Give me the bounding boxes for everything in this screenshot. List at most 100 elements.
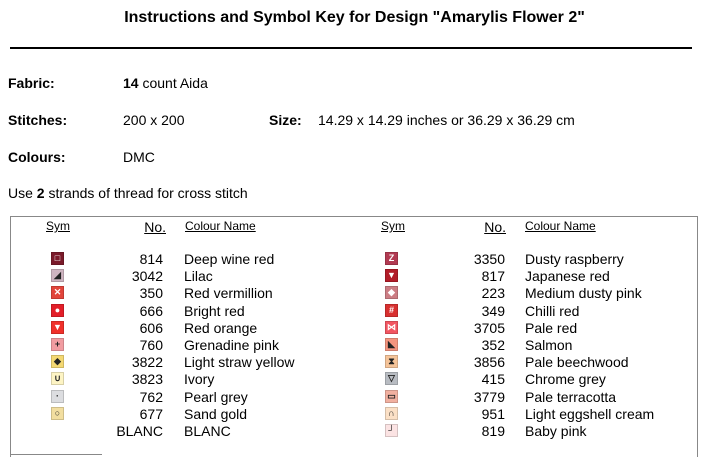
colour-name: Ivory [184,371,215,388]
key-row: ○ 677 Sand gold [0,406,709,423]
colour-name: Medium dusty pink [525,285,642,302]
title-divider [10,47,692,49]
down-triangle-outline-icon: ▽ [385,372,398,386]
colour-name: Light eggshell cream [525,405,655,422]
circle-icon: ● [51,303,64,317]
colour-name: Lilac [184,268,213,285]
blank-icon [51,424,62,435]
key-row: □ 814 Deep wine red [0,251,709,268]
colour-name: Dusty raspberry [525,251,624,267]
colour-number: 223 [481,285,505,302]
corner-icon: ┘ [385,424,398,437]
colour-name: Red vermillion [184,285,273,302]
colours-value: DMC [123,149,155,165]
symbol-key-table [10,216,698,457]
colour-number: 814 [139,251,163,267]
colour-name: Bright red [184,302,245,319]
table-bottom-rule [10,454,102,455]
right-name-header: Colour Name [525,219,596,233]
key-row: ▼ 817 Japanese red [0,268,709,285]
arch-icon: ∩ [385,406,398,420]
key-row: ┘ 819 Baby pink [0,423,709,440]
left-sym-header: Sym [46,219,70,233]
colour-number: 677 [139,405,163,422]
diamond-icon: ◆ [385,286,398,300]
stitches-label: Stitches: [8,112,68,128]
colour-number: 3856 [473,354,505,371]
colour-number: 3705 [473,319,505,336]
thread-note-post: strands of thread for cross stitch [44,185,248,201]
corner-triangle-icon: ◢ [51,269,64,283]
thread-note-pre: Use [8,185,37,201]
colour-number: 817 [481,268,505,285]
colour-number: 3822 [131,354,163,371]
key-row: ⋈ 3705 Pale red [0,320,709,337]
colour-name: Light straw yellow [184,354,295,371]
fabric-type: count Aida [138,75,208,91]
colour-name: Deep wine red [184,251,275,267]
key-row: ◢ 3042 Lilac [0,268,709,285]
colour-number: 606 [139,319,163,336]
left-no-header: No. [144,219,166,235]
key-row: BLANC BLANC [0,423,709,440]
colour-number: BLANC [116,423,163,439]
colour-name: BLANC [184,423,231,439]
size-value: 14.29 x 14.29 inches or 36.29 x 36.29 cm [318,112,575,128]
key-row: ∪ 3823 Ivory [0,371,709,388]
key-row: ✕ 350 Red vermillion [0,285,709,302]
hash-icon: # [385,303,398,317]
key-row: ▼ 606 Red orange [0,320,709,337]
dot-icon: · [51,389,64,403]
diamond-icon: ◆ [51,355,64,369]
ring-icon: ○ [51,406,64,420]
cross-icon: ✕ [51,286,64,300]
colour-name: Red orange [184,319,258,336]
fabric-value: 14 count Aida [123,75,208,91]
colour-number: 3823 [131,371,163,388]
key-row: · 762 Pearl grey [0,389,709,406]
key-row: ◆ 223 Medium dusty pink [0,285,709,302]
right-sym-header: Sym [381,219,405,233]
colour-number: 3350 [473,251,505,267]
left-name-header: Colour Name [185,219,256,233]
colour-number: 352 [481,337,505,353]
colour-name: Baby pink [525,423,587,439]
colour-name: Pale beechwood [525,354,629,371]
key-row: ▽ 415 Chrome grey [0,371,709,388]
colour-number: 760 [139,337,163,353]
colour-name: Chilli red [525,302,580,319]
key-row: ◆ 3822 Light straw yellow [0,354,709,371]
colour-name: Pale red [525,319,578,336]
colour-number: 666 [139,302,163,319]
colour-name: Sand gold [184,405,248,422]
key-row: #349 Chilli red [0,303,709,320]
right-no-header: No. [484,219,506,235]
colour-name: Salmon [525,337,573,353]
colour-name: Grenadine pink [184,337,279,353]
hourglass-icon: ⧗ [385,355,398,369]
bowtie-icon: ⋈ [385,320,398,334]
colour-number: 819 [481,423,505,439]
colour-name: Chrome grey [525,371,606,388]
down-triangle-icon: ▼ [385,269,398,283]
z-letter-icon: Z [385,252,398,265]
key-row: ● 666 Bright red [0,303,709,320]
colour-number: 762 [139,388,163,405]
key-row: Z 3350 Dusty raspberry [0,251,709,268]
colour-number: 951 [481,405,505,422]
colour-number: 3779 [473,388,505,405]
key-row: ▭ 3779 Pale terracotta [0,389,709,406]
stitches-value: 200 x 200 [123,112,185,128]
colour-number: 3042 [131,268,163,285]
colour-number: 349 [481,302,505,319]
thread-note-num: 2 [36,185,45,201]
document-title: Instructions and Symbol Key for Design "… [124,9,585,26]
fabric-label: Fabric: [8,75,55,91]
down-triangle-icon: ▼ [51,320,64,334]
colour-name: Pale terracotta [525,388,617,405]
colours-label: Colours: [8,149,66,165]
hollow-square-icon: □ [51,252,64,265]
key-row: ◣ 352 Salmon [0,337,709,354]
key-row: ∩ 951 Light eggshell cream [0,406,709,423]
key-row: +760 Grenadine pink [0,337,709,354]
